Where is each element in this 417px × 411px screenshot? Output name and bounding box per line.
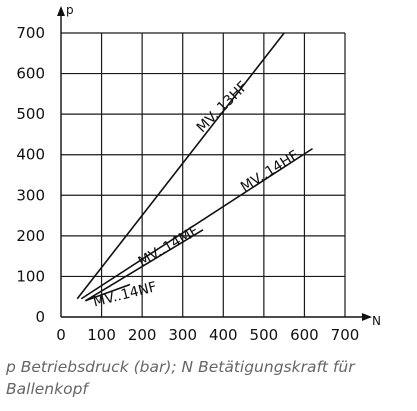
- y-axis-arrow: [57, 6, 65, 16]
- chart-axes: 0 100 200 300 400 500 600 700 0 100 200 300 400 500 60…: [16, 6, 372, 344]
- chart-caption: p Betriebsdruck (bar); N Betätigungskraf…: [6, 358, 355, 398]
- x-tick-label: 200: [128, 326, 157, 344]
- y-axis-label: p: [66, 3, 74, 17]
- y-tick-label: 400: [16, 146, 45, 164]
- y-tick-label: 200: [16, 227, 45, 245]
- y-tick-label: 0: [35, 308, 45, 326]
- x-axis-arrow: [362, 313, 372, 321]
- x-tick-label: 300: [168, 326, 197, 344]
- y-tick-label: 600: [16, 65, 45, 83]
- chart-series: [76, 32, 313, 302]
- series-line: [76, 32, 285, 300]
- series-label: MV..13HF: [194, 79, 251, 136]
- chart-grid: [61, 32, 346, 317]
- y-tick-label: 700: [16, 24, 45, 42]
- series-line: [85, 283, 131, 302]
- x-tick-label: 400: [209, 326, 238, 344]
- x-tick-label: 0: [56, 326, 66, 344]
- pressure-force-chart: 0 100 200 300 400 500 600 700 0 100 200 300 400 500 60…: [16, 3, 381, 344]
- y-tick-label: 300: [16, 186, 45, 204]
- y-tick-label: 500: [16, 105, 45, 123]
- y-tick-label: 100: [16, 267, 45, 285]
- x-tick-label: 500: [250, 326, 279, 344]
- x-tick-label: 100: [87, 326, 116, 344]
- x-tick-label: 600: [290, 326, 319, 344]
- series-line: [80, 147, 313, 300]
- x-axis-label: N: [372, 314, 381, 328]
- x-tick-label: 700: [331, 326, 360, 344]
- series-label: MV..14MF: [136, 223, 202, 270]
- series-line: [84, 229, 204, 302]
